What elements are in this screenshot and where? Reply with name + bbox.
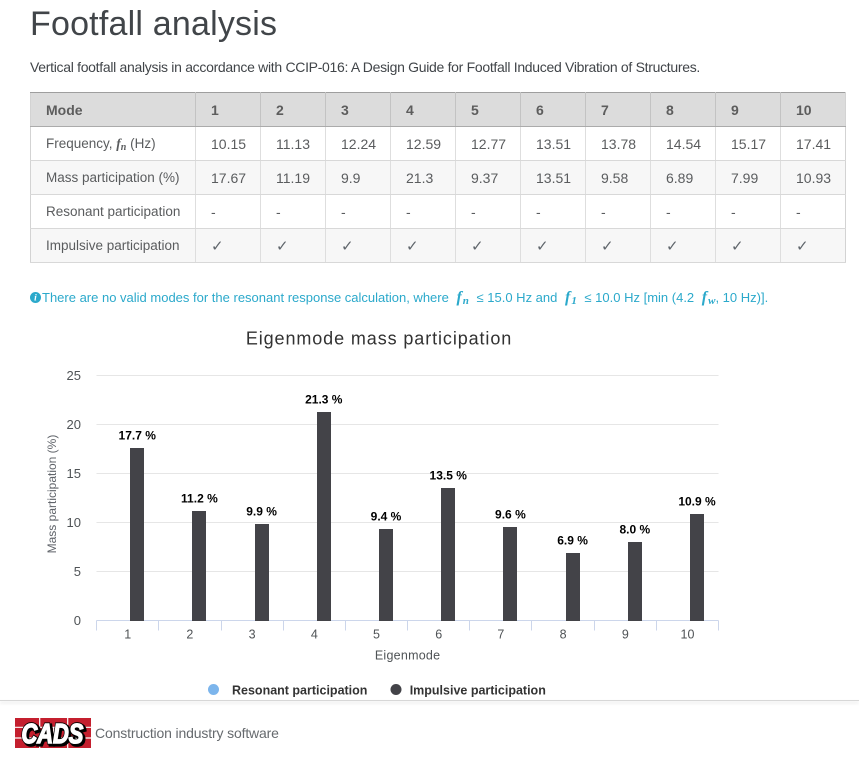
svg-text:1: 1 xyxy=(124,627,131,641)
svg-text:7: 7 xyxy=(497,627,504,641)
svg-text:9: 9 xyxy=(622,627,629,641)
svg-text:8: 8 xyxy=(560,627,567,641)
svg-text:Resonant participation: Resonant participation xyxy=(232,684,367,698)
svg-text:CADS: CADS xyxy=(23,720,85,748)
svg-text:15: 15 xyxy=(67,466,81,481)
svg-text:3: 3 xyxy=(249,627,256,641)
svg-text:9.6 %: 9.6 % xyxy=(495,508,526,522)
svg-text:10: 10 xyxy=(67,515,81,530)
svg-text:Eigenmode: Eigenmode xyxy=(375,648,441,662)
svg-text:9.9 %: 9.9 % xyxy=(246,505,277,519)
svg-text:4: 4 xyxy=(311,627,318,641)
svg-text:25: 25 xyxy=(67,368,81,383)
svg-text:8.0 %: 8.0 % xyxy=(619,523,650,537)
svg-text:0: 0 xyxy=(74,613,81,628)
svg-text:5: 5 xyxy=(74,564,81,579)
svg-text:13.5 %: 13.5 % xyxy=(430,469,468,483)
svg-text:9.4 %: 9.4 % xyxy=(371,510,402,524)
svg-text:i: i xyxy=(34,294,37,303)
svg-text:10.9 %: 10.9 % xyxy=(678,495,716,509)
svg-text:10: 10 xyxy=(681,627,695,641)
svg-text:11.2 %: 11.2 % xyxy=(181,492,218,506)
svg-text:20: 20 xyxy=(67,417,81,432)
svg-text:2: 2 xyxy=(186,627,193,641)
svg-text:5: 5 xyxy=(373,627,380,641)
svg-text:6: 6 xyxy=(435,627,442,641)
svg-text:Mass participation (%): Mass participation (%) xyxy=(45,435,59,554)
svg-text:17.7 %: 17.7 % xyxy=(119,429,157,443)
svg-text:6.9 %: 6.9 % xyxy=(557,534,588,548)
svg-text:CADS: CADS xyxy=(21,719,83,748)
svg-text:Impulsive participation: Impulsive participation xyxy=(410,684,546,698)
svg-text:CADS: CADS xyxy=(21,719,83,748)
svg-text:Eigenmode mass participation: Eigenmode mass participation xyxy=(246,330,512,348)
svg-text:21.3 %: 21.3 % xyxy=(305,393,343,407)
